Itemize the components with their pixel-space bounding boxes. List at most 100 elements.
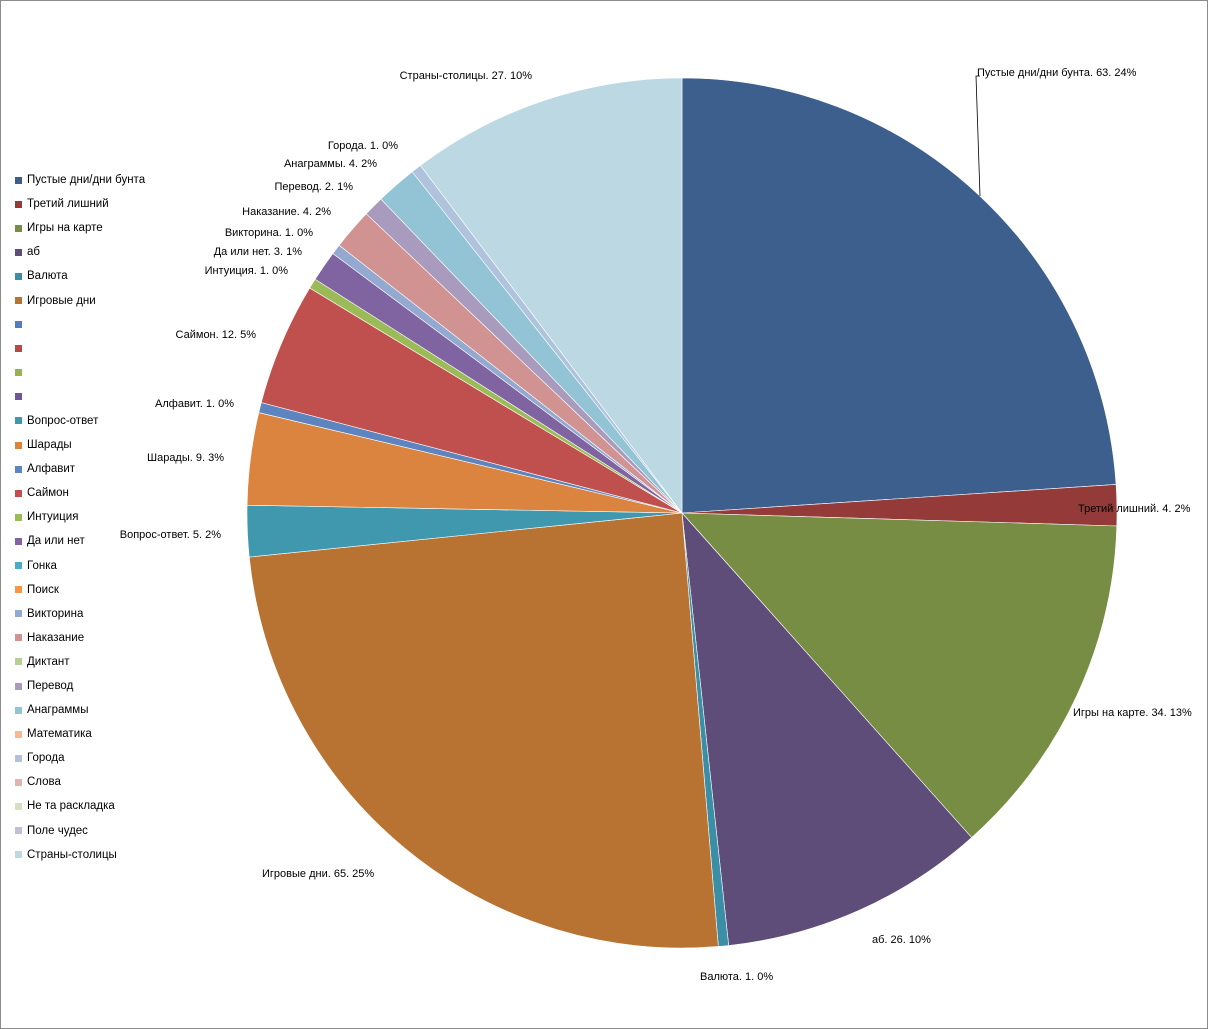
data-label-игровые-дни: Игровые дни. 65. 25% <box>262 868 374 880</box>
data-label-вопрос-ответ: Вопрос-ответ. 5. 2% <box>120 529 221 541</box>
data-label-перевод: Перевод. 2. 1% <box>274 181 353 193</box>
legend-item-поиск: Поиск <box>15 578 145 602</box>
legend-item-игры-на-карте: Игры на карте <box>15 216 145 240</box>
legend-swatch <box>15 851 22 859</box>
legend-item-перевод: Перевод <box>15 674 145 698</box>
legend-item-да-или-нет: Да или нет <box>15 529 145 553</box>
legend-item-интуиция: Интуиция <box>15 505 145 529</box>
legend-swatch <box>15 586 22 594</box>
legend-label: Слова <box>27 776 61 789</box>
legend-swatch <box>15 297 22 305</box>
data-label-игры-на-карте: Игры на карте. 34. 13% <box>1073 707 1192 719</box>
legend-swatch <box>15 393 22 401</box>
legend-label: Валюта <box>27 270 68 283</box>
legend-item-поле-чудес: Поле чудес <box>15 819 145 843</box>
data-label-пустые-дни-дни-бунта: Пустые дни/дни бунта. 63. 24% <box>977 67 1137 79</box>
legend: Пустые дни/дни бунта Третий лишний Игры на… <box>15 168 145 867</box>
data-label-алфавит: Алфавит. 1. 0% <box>155 398 234 410</box>
legend-swatch <box>15 345 22 353</box>
legend-swatch <box>15 513 22 521</box>
legend-item-наказание: Наказание <box>15 626 145 650</box>
legend-swatch <box>15 417 22 425</box>
data-label-города: Города. 1. 0% <box>328 140 398 152</box>
legend-swatch <box>15 562 22 570</box>
legend-item-алфавит: Алфавит <box>15 457 145 481</box>
data-label-саймон: Саймон. 12. 5% <box>176 329 257 341</box>
legend-label: Да или нет <box>27 535 85 548</box>
legend-swatch <box>15 827 22 835</box>
legend-swatch <box>15 754 22 762</box>
leader-line-pustye-dni <box>975 75 981 197</box>
legend-label: Саймон <box>27 487 69 500</box>
legend-item-города: Города <box>15 746 145 770</box>
legend-swatch <box>15 658 22 666</box>
legend-item-пустые-дни-дни-бунта: Пустые дни/дни бунта <box>15 168 145 192</box>
legend-item-слова: Слова <box>15 770 145 794</box>
legend-swatch <box>15 176 22 184</box>
legend-label: Игры на карте <box>27 222 103 235</box>
legend-label: Алфавит <box>27 463 76 476</box>
legend-label: Вопрос-ответ <box>27 414 99 427</box>
data-label-страны-столицы: Страны-столицы. 27. 10% <box>400 70 533 82</box>
legend-item-страны-столицы: Страны-столицы <box>15 843 145 867</box>
legend-swatch <box>15 802 22 810</box>
legend-label: Викторина <box>27 607 84 620</box>
pie-slice-игровые-дни <box>248 512 719 949</box>
legend-swatch <box>15 778 22 786</box>
legend-item-не-та-раскладка: Не та раскладка <box>15 794 145 818</box>
legend-swatch <box>15 200 22 208</box>
legend-item-игровые-дни: Игровые дни <box>15 288 145 312</box>
legend-item-саймон: Саймон <box>15 481 145 505</box>
legend-label: Наказание <box>27 631 85 644</box>
legend-label: Поле чудес <box>27 824 88 837</box>
legend-item-empty <box>15 337 145 361</box>
legend-swatch <box>15 272 22 280</box>
data-label-валюта: Валюта. 1. 0% <box>700 971 773 983</box>
legend-swatch <box>15 634 22 642</box>
legend-item-валюта: Валюта <box>15 264 145 288</box>
legend-item-шарады: Шарады <box>15 433 145 457</box>
legend-swatch <box>15 537 22 545</box>
legend-swatch <box>15 224 22 232</box>
data-label-шарады: Шарады. 9. 3% <box>147 452 224 464</box>
legend-label: аб <box>27 246 40 259</box>
legend-label: Третий лишний <box>27 198 109 211</box>
pie-slice-пустые-дни-дни-бунта <box>681 77 1117 514</box>
pie-slice-аб <box>681 512 973 946</box>
legend-item-empty <box>15 361 145 385</box>
legend-label: Шарады <box>27 439 72 452</box>
legend-item-аб: аб <box>15 240 145 264</box>
legend-swatch <box>15 248 22 256</box>
legend-item-empty <box>15 313 145 337</box>
legend-swatch <box>15 465 22 473</box>
legend-label: Страны-столицы <box>27 848 117 861</box>
legend-label: Игровые дни <box>27 294 96 307</box>
legend-label: Пустые дни/дни бунта <box>27 174 146 187</box>
legend-swatch <box>15 730 22 738</box>
legend-item-анаграммы: Анаграммы <box>15 698 145 722</box>
data-label-викторина: Викторина. 1. 0% <box>225 227 313 239</box>
legend-label: Не та раскладка <box>27 800 115 813</box>
legend-label: Математика <box>27 728 92 741</box>
legend-label: Города <box>27 752 65 765</box>
legend-swatch <box>15 441 22 449</box>
pie-slice-игры-на-карте <box>681 512 1118 838</box>
legend-label: Перевод <box>27 680 74 693</box>
legend-item-вопрос-ответ: Вопрос-ответ <box>15 409 145 433</box>
legend-item-математика: Математика <box>15 722 145 746</box>
data-label-наказание: Наказание. 4. 2% <box>242 206 331 218</box>
legend-swatch <box>15 682 22 690</box>
legend-swatch <box>15 706 22 714</box>
legend-label: Поиск <box>27 583 59 596</box>
data-label-третий-лишний: Третий лишний. 4. 2% <box>1078 503 1191 515</box>
legend-swatch <box>15 489 22 497</box>
data-label-да-или-нет: Да или нет. 3. 1% <box>214 246 302 258</box>
legend-item-empty <box>15 385 145 409</box>
legend-item-третий-лишний: Третий лишний <box>15 192 145 216</box>
legend-swatch <box>15 369 22 377</box>
legend-swatch <box>15 321 22 329</box>
legend-item-диктант: Диктант <box>15 650 145 674</box>
legend-label: Диктант <box>27 655 70 668</box>
legend-label: Интуиция <box>27 511 79 524</box>
